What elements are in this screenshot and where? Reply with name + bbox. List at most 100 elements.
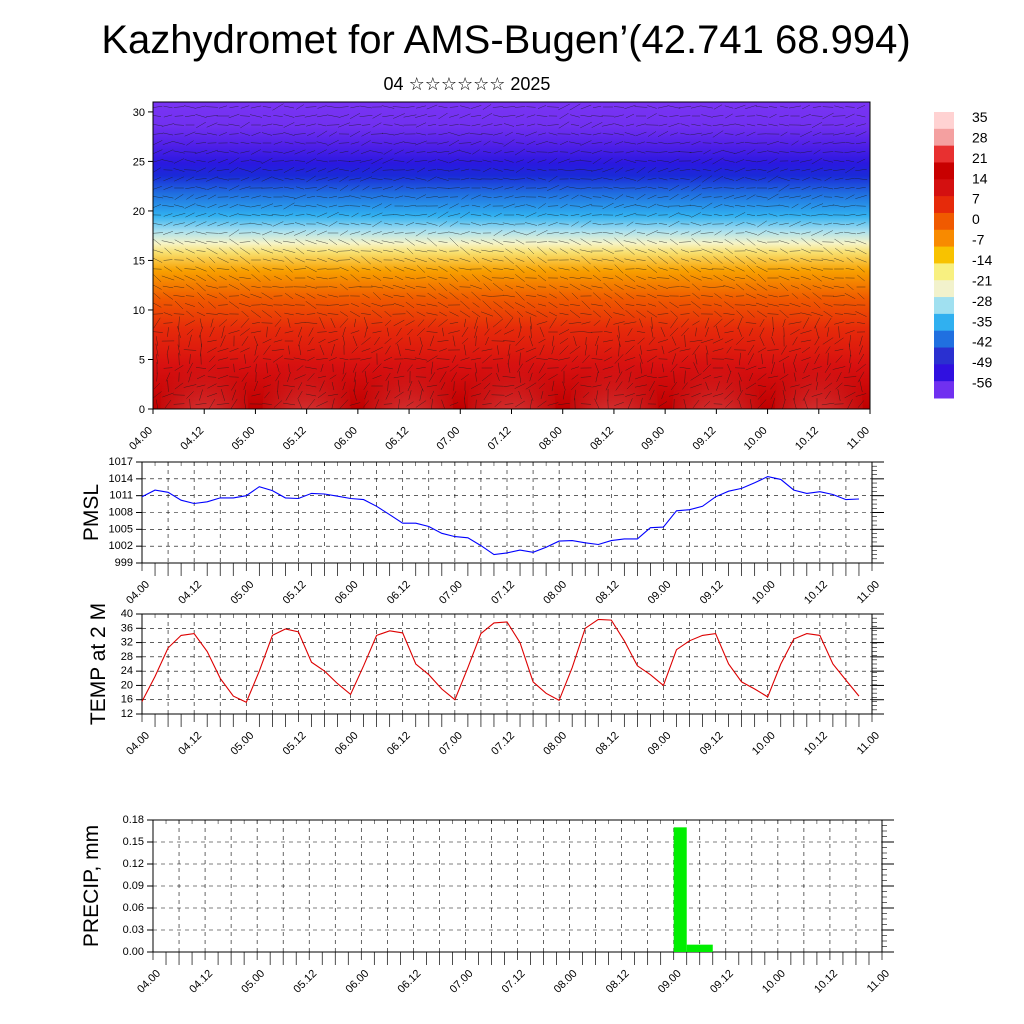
- colorbar-swatch: [934, 229, 954, 248]
- y-tick-label: 0.12: [123, 858, 144, 870]
- colorbar-label: 28: [972, 129, 988, 145]
- warm-core: [262, 337, 351, 409]
- y-tick-label: 0.06: [123, 902, 144, 914]
- colorbar-label: -56: [972, 375, 992, 391]
- temp-at-m-x-tick-label: 08.12: [593, 730, 621, 758]
- precip-mm-x-tick-label: 08.12: [604, 968, 632, 996]
- wind-vectors: [153, 103, 868, 409]
- precip-mm-x-tick-label: 10.12: [812, 968, 840, 996]
- temp-at-m-x-tick-label: 09.00: [646, 730, 674, 758]
- colorbar-label: 0: [972, 211, 980, 227]
- y-tick-label: 40: [121, 608, 133, 620]
- colorbar-swatch: [934, 179, 954, 197]
- cross-section-x-tick-label: 06.00: [332, 425, 360, 453]
- y-tick-label: 36: [121, 622, 133, 634]
- y-tick-label: 1008: [109, 507, 133, 519]
- colorbar-swatch: [934, 263, 954, 281]
- y-tick-label: 0.15: [123, 836, 144, 848]
- precip-mm-x-tick-label: 09.00: [656, 968, 684, 996]
- precip-mm-x-tick-label: 07.00: [448, 968, 476, 996]
- y-axis-title: PMSL: [80, 484, 103, 541]
- pmsl-panel: 999 1002 1005 1008 1011 1014 1017 04.00 04.12 05.…: [80, 456, 884, 607]
- warm-core: [569, 337, 658, 409]
- pmsl-x-tick-label: 05.00: [228, 579, 256, 607]
- y-tick-label: 0.18: [123, 814, 144, 826]
- cross-section-panel: 0 5 10 15 20 25 30 04.00 04.12 05.00 05.12 06.00 06.…: [127, 101, 872, 453]
- colorbar-label: 35: [972, 109, 988, 125]
- warm-core: [160, 337, 249, 409]
- cross-section-y-tick-label: 30: [133, 107, 145, 119]
- temp-at-m-x-tick-label: 07.12: [489, 730, 517, 758]
- cross-section-x-tick-label: 10.12: [793, 425, 821, 453]
- precip-mm-x-tick-label: 06.12: [396, 968, 424, 996]
- precip-mm-x-tick-label: 10.00: [760, 968, 788, 996]
- temp-series-line: [141, 618, 860, 703]
- y-axis-title: PRECIP, mm: [80, 825, 103, 947]
- precip-mm-x-tick-label: 06.00: [343, 968, 371, 996]
- temp-at-m-x-tick-label: 05.12: [281, 730, 309, 758]
- cross-section-y-tick-label: 10: [133, 305, 145, 317]
- pmsl-x-tick-label: 04.00: [124, 579, 152, 607]
- colorbar-label: 21: [972, 150, 988, 166]
- cross-section-x-tick-label: 11.00: [845, 425, 872, 452]
- y-tick-label: 16: [121, 694, 133, 706]
- cross-section-x-tick-label: 05.00: [230, 425, 258, 453]
- pmsl-x-tick-label: 11.00: [855, 579, 882, 606]
- colorbar-swatch: [934, 330, 954, 349]
- colorbar-swatch: [934, 280, 954, 298]
- cross-section-x-tick-label: 09.00: [639, 425, 667, 453]
- chart-title: Kazhydromet for AMS-Bugen’(42.741 68.994…: [101, 18, 911, 62]
- chart-subtitle: 04 ☆☆☆☆☆☆ 2025: [383, 74, 551, 94]
- cross-section-x-tick-label: 08.00: [537, 425, 565, 453]
- y-tick-label: 0.00: [123, 946, 144, 958]
- precip-mm-x-tick-label: 05.12: [291, 968, 319, 996]
- precip-mm-x-tick-label: 04.00: [135, 968, 163, 996]
- colorbar-swatch: [934, 364, 954, 382]
- cross-section-x-tick-label: 08.12: [588, 425, 616, 453]
- colorbar-label: -21: [972, 272, 992, 288]
- y-tick-label: 20: [121, 679, 133, 691]
- pmsl-x-tick-label: 04.12: [176, 579, 204, 607]
- temp-at-m-x-tick-label: 09.12: [698, 730, 726, 758]
- colorbar-swatch: [934, 128, 954, 147]
- colorbar-label: -42: [972, 334, 992, 350]
- y-tick-label: 24: [121, 665, 133, 677]
- temp-at-m-x-tick-label: 08.00: [541, 730, 569, 758]
- pmsl-x-tick-label: 10.12: [802, 579, 830, 607]
- precip-mm-x-tick-label: 07.12: [500, 968, 528, 996]
- precip-bar: [673, 827, 687, 952]
- colorbar-label: -49: [972, 354, 992, 370]
- colorbar-label: -14: [972, 252, 992, 268]
- colorbar-swatch: [934, 347, 954, 365]
- pmsl-x-tick-label: 06.00: [333, 579, 361, 607]
- precip-mm-x-tick-label: 04.12: [187, 968, 215, 996]
- y-tick-label: 28: [121, 651, 133, 663]
- temp-at-m-x-tick-label: 06.12: [385, 730, 413, 758]
- colorbar-label: -7: [972, 232, 985, 248]
- pmsl-x-tick-label: 06.12: [385, 579, 413, 607]
- cross-section-x-tick-label: 04.12: [178, 425, 206, 453]
- pmsl-x-tick-label: 08.12: [593, 579, 621, 607]
- colorbar-swatch: [934, 112, 954, 130]
- colorbar-swatch: [934, 212, 954, 231]
- colorbar-swatch: [934, 145, 954, 163]
- colorbar-label: -28: [972, 293, 992, 309]
- colorbar: 35 28 21 14 7 0 -7 -14 -21 -28 -35 -42 -49 -56: [934, 109, 992, 399]
- temp-at-m-x-tick-label: 04.12: [176, 730, 204, 758]
- y-tick-label: 1014: [109, 473, 133, 485]
- pmsl-x-tick-label: 05.12: [281, 579, 309, 607]
- cross-section-x-tick-label: 07.12: [486, 425, 514, 453]
- y-tick-label: 999: [115, 557, 133, 569]
- colorbar-label: 7: [972, 191, 980, 207]
- y-tick-label: 1011: [109, 490, 133, 502]
- precip-mm-x-tick-label: 09.12: [708, 968, 736, 996]
- precip-mm-x-tick-label: 11.00: [865, 968, 892, 995]
- temp-at-m-x-tick-label: 11.00: [855, 730, 882, 757]
- cross-section-y-tick-label: 20: [133, 206, 145, 218]
- warm-core: [672, 337, 761, 409]
- temp-at-m-x-tick-label: 07.00: [437, 730, 465, 758]
- y-tick-label: 12: [121, 708, 133, 720]
- y-tick-label: 1002: [109, 540, 133, 552]
- warm-core: [365, 337, 454, 409]
